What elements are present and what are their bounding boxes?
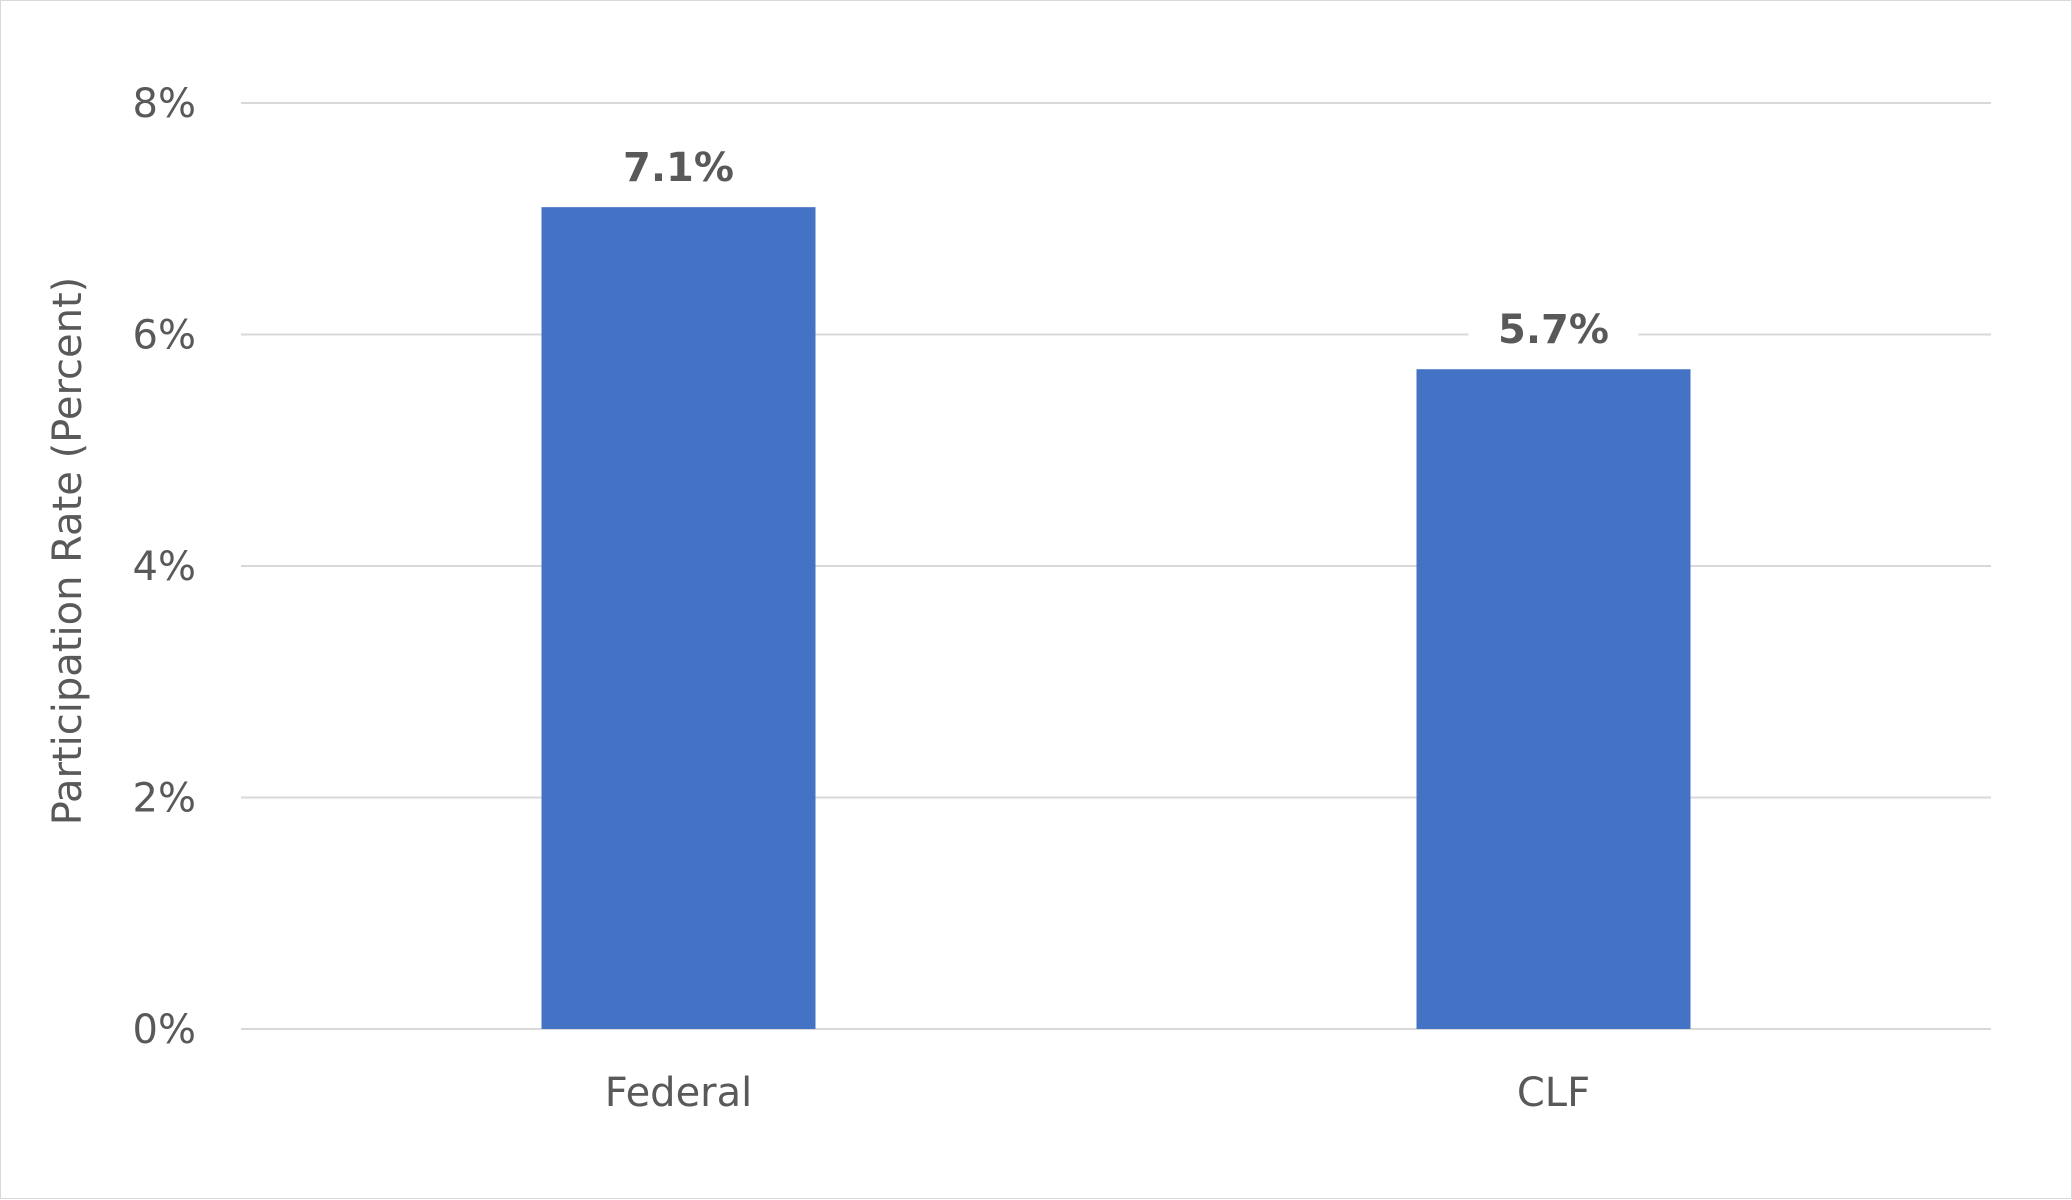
x-axis-ticks: Federal CLF (605, 1070, 1590, 1116)
y-tick-label: 4% (133, 544, 196, 590)
data-label-clf: 5.7% (1498, 307, 1609, 353)
bar-clf (1416, 369, 1691, 1030)
data-label-background (1468, 297, 1639, 358)
x-tick-label-federal: Federal (605, 1070, 753, 1116)
data-labels: 7.1% 5.7% (593, 135, 1639, 358)
y-axis-title: Participation Rate (Percent) (45, 277, 91, 826)
y-axis-ticks: 0% 2% 4% 6% 8% (133, 81, 196, 1053)
bars (541, 207, 1691, 1030)
y-tick-label: 2% (133, 776, 196, 822)
data-label-background (593, 135, 764, 196)
gridlines (241, 102, 1991, 1030)
data-label-federal: 7.1% (623, 145, 734, 191)
y-tick-label: 8% (133, 81, 196, 127)
bar-federal (541, 207, 816, 1030)
x-tick-label-clf: CLF (1517, 1070, 1590, 1116)
y-tick-label: 0% (133, 1007, 196, 1053)
y-tick-label: 6% (133, 313, 196, 359)
